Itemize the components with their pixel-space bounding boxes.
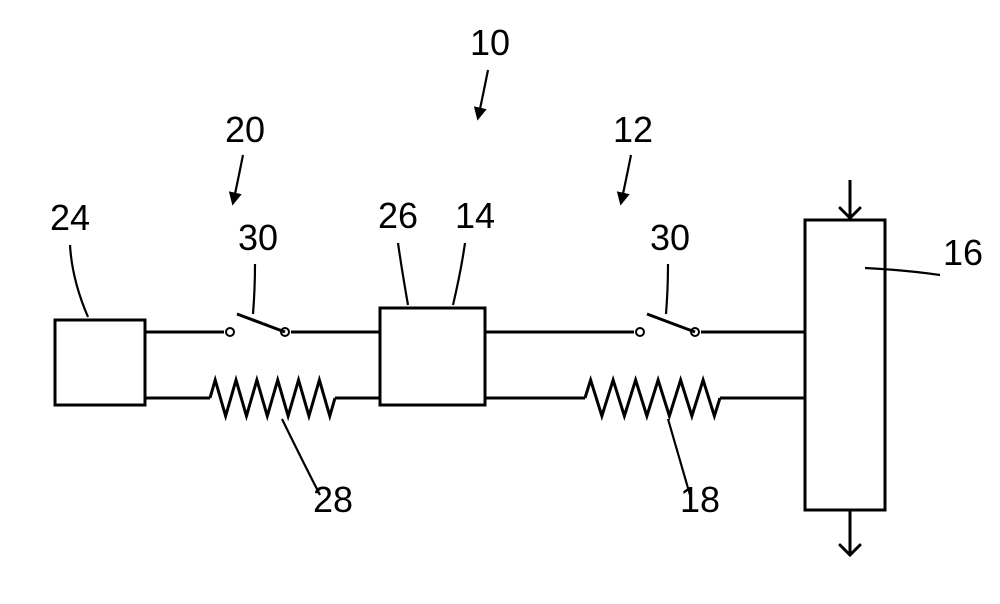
leader-l30a	[253, 264, 255, 314]
resistor-left	[210, 380, 335, 416]
leader-l12	[621, 155, 631, 203]
switch-contact-left-1	[226, 328, 234, 336]
leader-l14	[453, 243, 465, 305]
schematic-diagram: 10 20 12 24 30 26 14 30 16 28 18	[0, 0, 1000, 599]
leader-l10	[478, 70, 488, 118]
switch-contact-right-1	[636, 328, 644, 336]
leader-l26	[398, 243, 408, 305]
label-n16: 16	[943, 232, 983, 273]
leader-l16	[865, 268, 940, 275]
label-n24: 24	[50, 197, 90, 238]
label-n26: 26	[378, 195, 418, 236]
label-n30a: 30	[238, 217, 278, 258]
resistor-right	[585, 380, 720, 416]
block-block_right	[805, 220, 885, 510]
leader-l20	[233, 155, 243, 203]
label-n18: 18	[680, 479, 720, 520]
label-n28: 28	[313, 479, 353, 520]
block-block_center	[380, 308, 485, 405]
block-block_left	[55, 320, 145, 405]
leader-l24	[70, 245, 88, 317]
label-n14: 14	[455, 195, 495, 236]
label-n30b: 30	[650, 217, 690, 258]
leader-l30b	[666, 264, 668, 314]
label-n12: 12	[613, 109, 653, 150]
label-n20: 20	[225, 109, 265, 150]
label-n10: 10	[470, 22, 510, 63]
switch-arm-left	[237, 314, 285, 332]
switch-arm-right	[647, 314, 695, 332]
